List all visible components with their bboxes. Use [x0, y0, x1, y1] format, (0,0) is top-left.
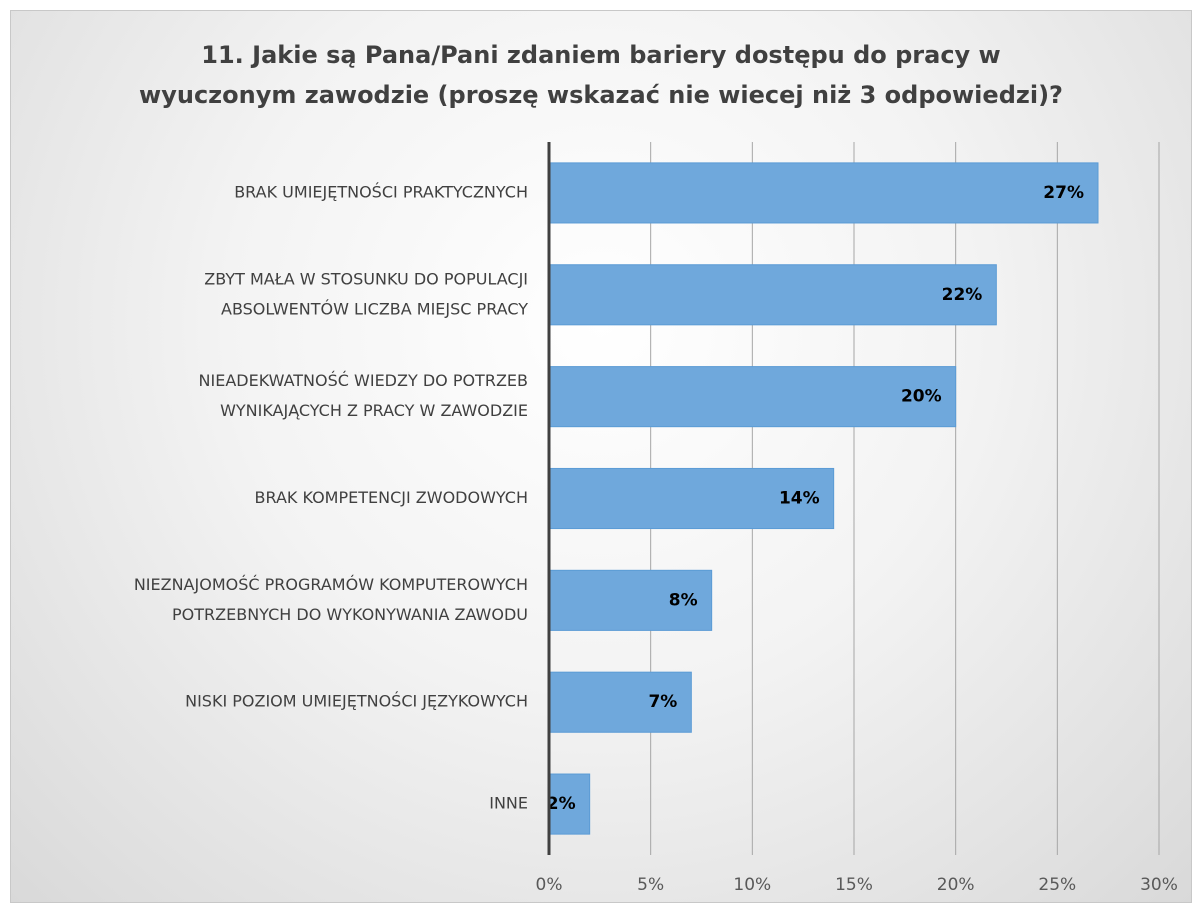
chart-title-line-2: wyuczonym zawodzie (proszę wskazać nie w…	[139, 81, 1063, 109]
chart-title: 11. Jakie są Pana/Pani zdaniem bariery d…	[71, 35, 1131, 115]
data-label-0: 27%	[1043, 183, 1084, 203]
x-tick-label-5: 25%	[1038, 875, 1076, 895]
bar-4	[548, 569, 713, 631]
bar-3	[548, 467, 835, 530]
data-label-2: 20%	[901, 387, 942, 407]
x-tick-label-1: 5%	[637, 875, 664, 895]
x-tick-label-0: 0%	[536, 875, 563, 895]
chart-frame: 11. Jakie są Pana/Pani zdaniem bariery d…	[10, 10, 1192, 903]
category-label-5: NISKI POZIOM UMIEJĘTNOŚCI JĘZYKOWYCH	[185, 692, 528, 711]
bar-2	[548, 366, 957, 428]
data-label-1: 22%	[942, 285, 983, 305]
x-tick-label-3: 15%	[835, 875, 873, 895]
bar-1	[548, 264, 997, 326]
category-label-0: BRAK UMIEJĘTNOŚCI PRAKTYCZNYCH	[234, 182, 528, 201]
data-label-4: 8%	[669, 590, 698, 610]
bar-6	[548, 773, 591, 835]
category-label-6: INNE	[489, 794, 528, 813]
bar-0	[548, 162, 1099, 224]
x-tick-label-6: 30%	[1140, 875, 1178, 895]
x-tick-label-2: 10%	[733, 875, 771, 895]
category-label-2-line-2: WYNIKAJĄCYCH Z PRACY W ZAWODZIE	[220, 401, 528, 420]
category-label-2-line-1: NIEADEKWATNOŚĆ WIEDZY DO POTRZEB	[199, 371, 528, 390]
category-label-4-line-1: NIEZNAJOMOŚĆ PROGRAMÓW KOMPUTEROWYCH	[134, 575, 528, 594]
category-label-3: BRAK KOMPETENCJI ZWODOWYCH	[255, 488, 529, 507]
category-label-1-line-1: ZBYT MAŁA W STOSUNKU DO POPULACJI	[204, 269, 528, 288]
category-label-1-line-2: ABSOLWENTÓW LICZBA MIEJSC PRACY	[221, 299, 528, 318]
bar-5	[548, 671, 692, 733]
data-label-6: 2%	[547, 794, 576, 814]
data-label-3: 14%	[779, 489, 820, 509]
category-label-4-line-2: POTRZEBNYCH DO WYKONYWANIA ZAWODU	[172, 605, 528, 624]
x-tick-label-4: 20%	[937, 875, 975, 895]
data-label-5: 7%	[648, 692, 677, 712]
chart-title-line-1: 11. Jakie są Pana/Pani zdaniem bariery d…	[201, 41, 1001, 69]
